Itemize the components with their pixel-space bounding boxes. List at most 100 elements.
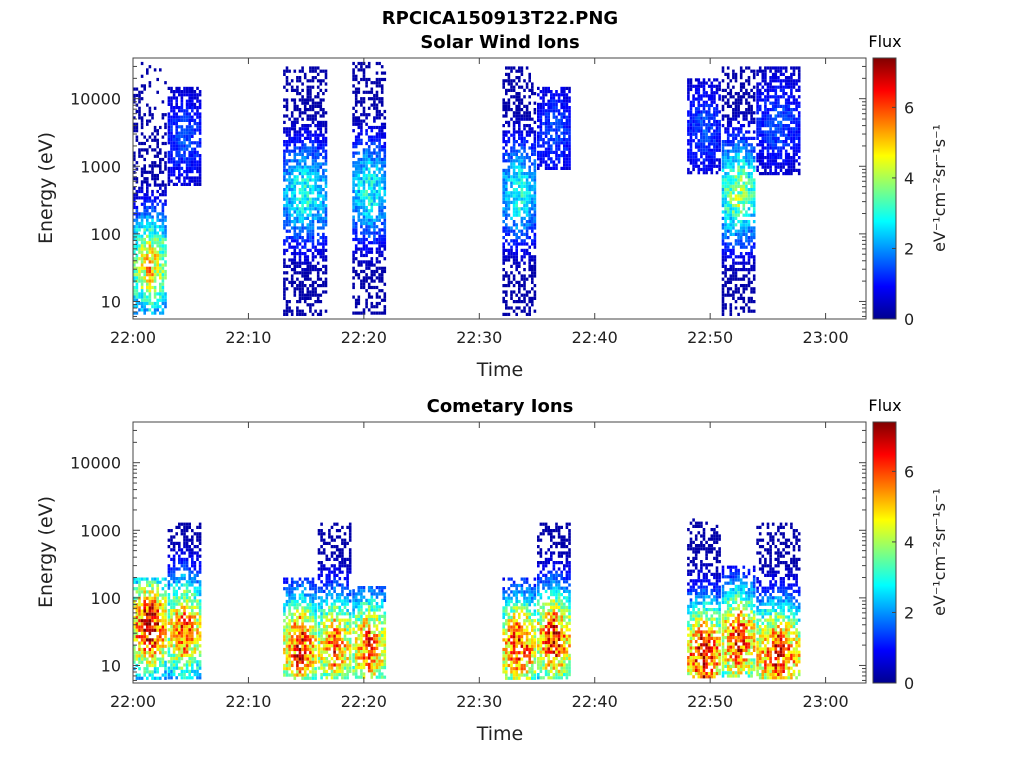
heatmap-cell: [766, 152, 770, 156]
heatmap-cell: [138, 148, 141, 152]
heatmap-cell: [309, 88, 312, 92]
heatmap-cell: [309, 98, 312, 102]
heatmap-cell: [285, 271, 289, 275]
heatmap-cell: [293, 101, 297, 105]
heatmap-cell: [167, 128, 171, 132]
heatmap-cell: [138, 221, 141, 226]
heatmap-cell: [758, 88, 762, 92]
heatmap-cell: [367, 161, 371, 165]
heatmap-cell: [319, 300, 323, 304]
heatmap-cell: [293, 232, 297, 236]
heatmap-cell: [143, 670, 146, 674]
heatmap-cell: [156, 590, 159, 594]
heatmap-cell: [797, 133, 801, 137]
heatmap-cell: [568, 128, 571, 132]
heatmap-cell: [552, 99, 556, 103]
heatmap-cell: [153, 241, 157, 245]
heatmap-cell: [146, 628, 149, 632]
heatmap-cell: [324, 242, 328, 246]
heatmap-cell: [352, 84, 355, 88]
heatmap-cell: [140, 638, 144, 642]
heatmap-cell: [745, 111, 748, 115]
heatmap-cell: [290, 258, 294, 262]
heatmap-cell: [510, 117, 513, 121]
heatmap-cell: [164, 263, 167, 267]
heatmap-cell: [188, 128, 191, 132]
heatmap-cell: [352, 202, 355, 206]
heatmap-cell: [360, 61, 363, 66]
heatmap-cell: [159, 148, 162, 152]
heatmap-cell: [724, 293, 727, 297]
heatmap-cell: [161, 289, 165, 293]
heatmap-cell: [769, 117, 772, 121]
heatmap-cell: [156, 260, 159, 264]
heatmap-cell: [324, 268, 328, 272]
heatmap-cell: [531, 88, 534, 92]
heatmap-cell: [756, 101, 759, 105]
heatmap-cell: [520, 114, 524, 118]
heatmap-cell: [365, 77, 368, 82]
heatmap-cell: [502, 277, 505, 281]
heatmap-cell: [196, 150, 199, 154]
heatmap-cell: [697, 148, 701, 152]
heatmap-cell: [734, 255, 738, 259]
heatmap-cell: [537, 134, 540, 138]
heatmap-cell: [283, 149, 286, 153]
heatmap-cell: [721, 69, 725, 73]
heatmap-cell: [185, 157, 189, 161]
heatmap-cell: [133, 619, 136, 623]
heatmap-cell: [360, 250, 363, 254]
heatmap-cell: [140, 615, 144, 620]
heatmap-cell: [298, 152, 302, 156]
heatmap-cell: [375, 145, 379, 149]
heatmap-cell: [726, 101, 730, 105]
heatmap-cell: [146, 71, 149, 75]
heatmap-cell: [293, 98, 297, 102]
heatmap-cell: [362, 68, 366, 72]
heatmap-cell: [502, 200, 505, 204]
heatmap-cell: [747, 200, 751, 204]
heatmap-cell: [525, 175, 529, 179]
heatmap-cell: [702, 81, 706, 85]
heatmap-cell: [739, 136, 743, 140]
heatmap-cell: [502, 104, 505, 108]
heatmap-cell: [293, 255, 297, 259]
heatmap-cell: [383, 122, 387, 126]
heatmap-cell: [375, 215, 379, 219]
heatmap-cell: [792, 140, 796, 144]
heatmap-cell: [373, 141, 376, 146]
heatmap-cell: [726, 204, 730, 208]
heatmap-cell: [375, 301, 379, 306]
heatmap-cell: [306, 108, 310, 112]
heatmap-cell: [758, 108, 762, 112]
heatmap-cell: [750, 252, 753, 256]
heatmap-cell: [745, 274, 748, 278]
heatmap-cell: [193, 106, 197, 110]
heatmap-cell: [140, 237, 144, 242]
heatmap-cell: [724, 175, 727, 179]
heatmap-cell: [156, 141, 159, 146]
heatmap-cell: [153, 625, 157, 629]
heatmap-cell: [191, 179, 194, 183]
heatmap-cell: [303, 197, 307, 201]
heatmap-cell: [726, 178, 730, 182]
heatmap-cell: [191, 157, 194, 161]
heatmap-cell: [568, 115, 571, 119]
heatmap-cell: [779, 156, 783, 160]
heatmap-cell: [721, 146, 725, 150]
heatmap-cell: [774, 156, 778, 160]
heatmap-cell: [153, 615, 157, 620]
heatmap-cell: [505, 72, 508, 76]
heatmap-cell: [721, 261, 725, 265]
heatmap-cell: [795, 133, 798, 137]
heatmap-cell: [697, 97, 701, 101]
heatmap-cell: [151, 148, 154, 152]
heatmap-cell: [303, 188, 307, 192]
heatmap-cell: [380, 205, 384, 210]
heatmap-cell: [159, 625, 162, 629]
heatmap-cell: [143, 647, 146, 652]
heatmap-cell: [303, 181, 307, 185]
heatmap-cell: [159, 257, 162, 261]
heatmap-cell: [555, 115, 558, 119]
heatmap-cell: [726, 290, 730, 294]
